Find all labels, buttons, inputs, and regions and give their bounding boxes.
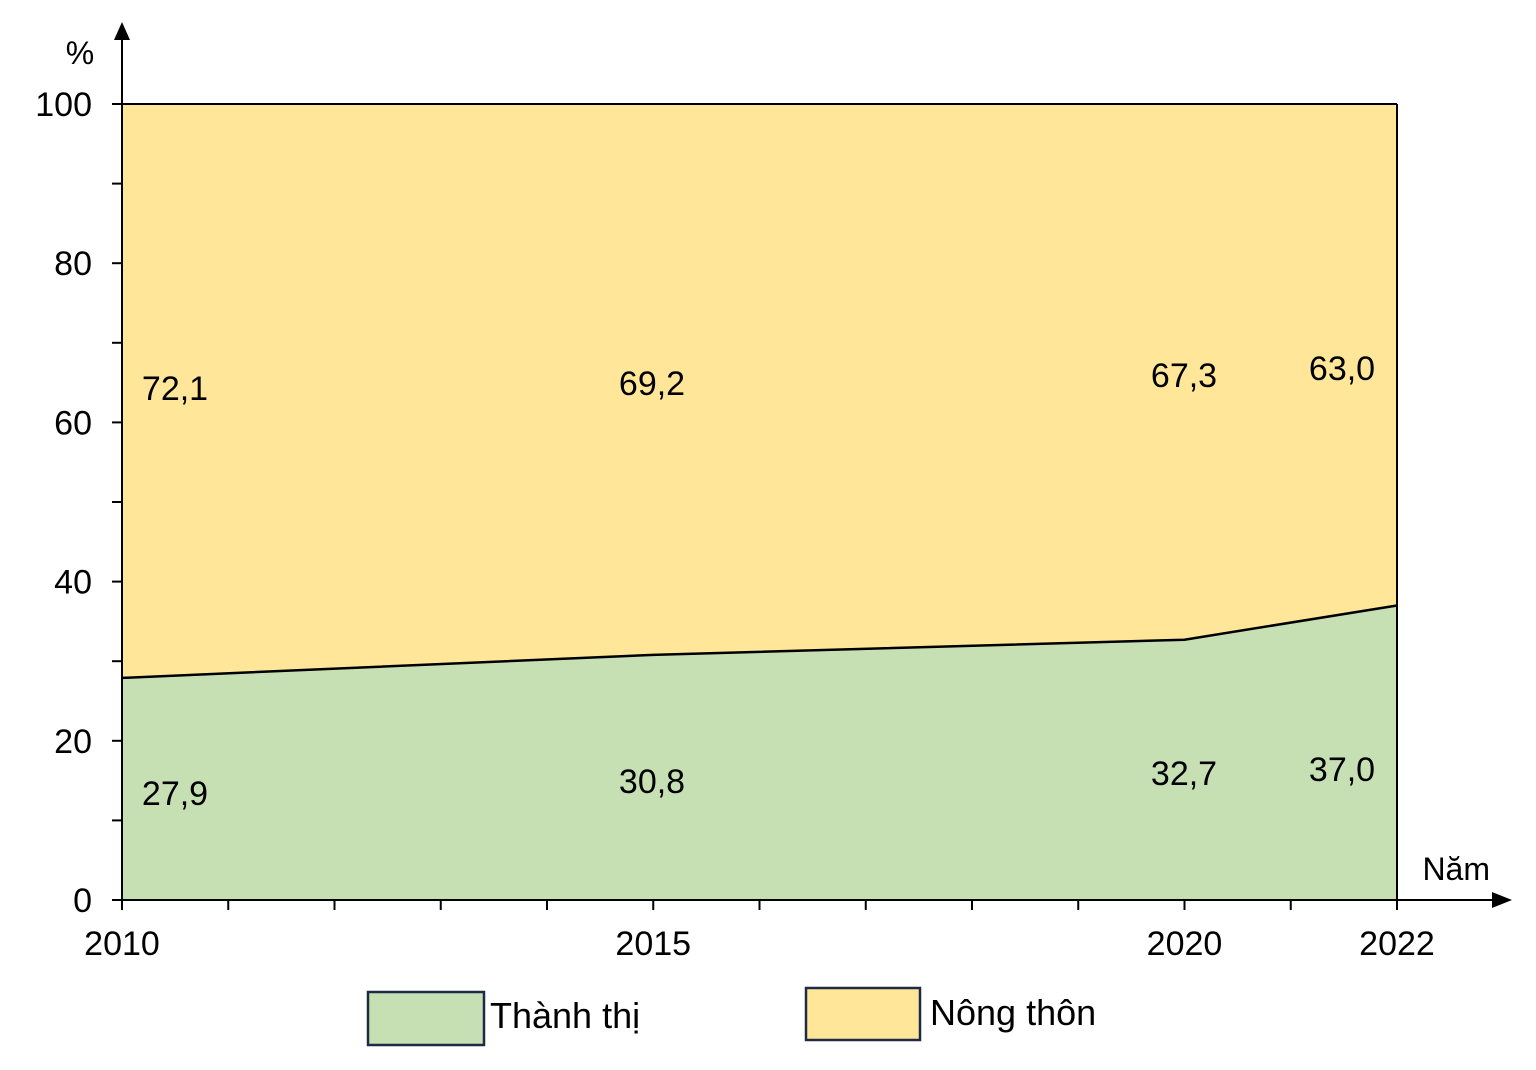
x-tick-label: 2022 <box>1359 925 1435 963</box>
data-label-thanh-thi: 30,8 <box>619 763 685 801</box>
y-tick-label: 20 <box>54 723 92 761</box>
area-thanh-thi <box>122 605 1397 900</box>
x-axis-title: Năm <box>1422 851 1490 887</box>
axes: 0 20 40 60 80 100 2010 2015 2020 2022% Năm <box>35 22 1512 963</box>
x-tick-label: 2015 <box>615 925 691 963</box>
data-label-thanh-thi: 37,0 <box>1309 751 1375 789</box>
legend-swatch-nong-thon <box>804 986 922 1042</box>
y-tick-label: 100 <box>35 86 92 124</box>
y-tick-label: 0 <box>73 882 92 920</box>
series-boundary-line <box>121 604 1398 680</box>
y-tick-label: 80 <box>54 245 92 283</box>
legend: Thành thị Nông thôn <box>366 986 1096 1047</box>
y-axis-arrow <box>114 22 130 40</box>
x-tick-label: 2010 <box>84 925 160 963</box>
data-label-nong-thon: 69,2 <box>619 365 685 403</box>
data-label-thanh-thi: 32,7 <box>1151 755 1217 793</box>
x-axis-arrow <box>1492 892 1512 908</box>
data-labels: 27,9 30,8 32,7 37,0 72,1 69,2 67,3 63,0 <box>142 350 1375 813</box>
data-label-nong-thon: 63,0 <box>1309 350 1375 388</box>
x-tick-label: 2020 <box>1147 925 1223 963</box>
y-axis-title: % <box>66 35 94 71</box>
area-nong-thon <box>122 104 1397 678</box>
y-tick-label: 60 <box>54 404 92 442</box>
legend-label-nong-thon: Nông thôn <box>930 992 1096 1033</box>
legend-swatch-thanh-thi <box>366 990 486 1047</box>
area-layer <box>121 104 1398 900</box>
y-tick-label: 40 <box>54 564 92 602</box>
data-label-thanh-thi: 27,9 <box>142 775 208 813</box>
legend-label-thanh-thi: Thành thị <box>490 995 640 1036</box>
data-label-nong-thon: 67,3 <box>1151 357 1217 395</box>
data-label-nong-thon: 72,1 <box>142 370 208 408</box>
